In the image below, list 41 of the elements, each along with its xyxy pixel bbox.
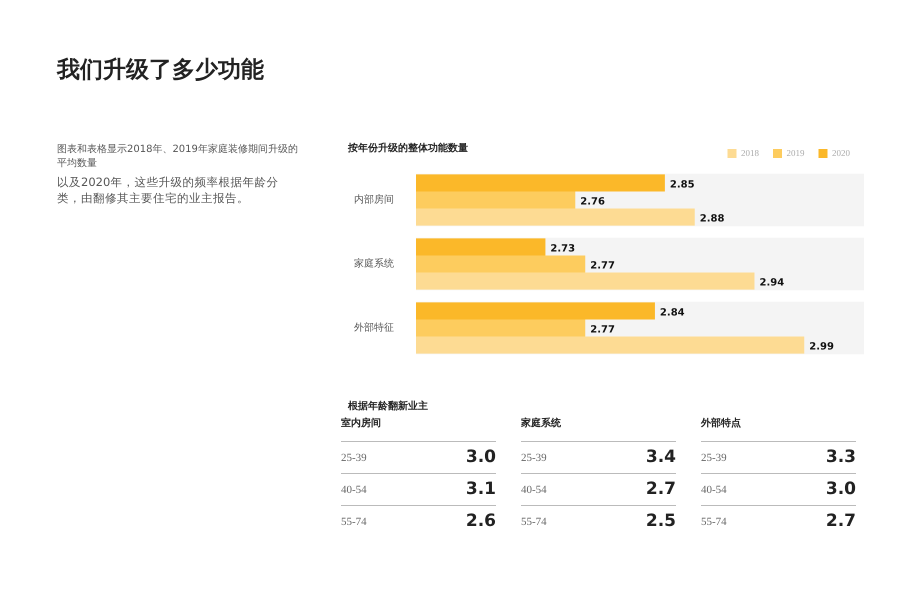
data-label: 2.77 bbox=[590, 260, 615, 272]
data-label: 2.84 bbox=[660, 308, 685, 319]
text: 根据年龄翻新业主 bbox=[348, 399, 428, 413]
text: 2.7 bbox=[826, 511, 856, 531]
category-label: 25-39 bbox=[341, 452, 367, 464]
text: 2.5 bbox=[646, 511, 676, 531]
data-label: 2.94 bbox=[759, 278, 784, 289]
text: 2.7 bbox=[646, 479, 676, 499]
text: 3.4 bbox=[646, 447, 676, 467]
category-label: 40-54 bbox=[701, 484, 727, 496]
data-label: 2.77 bbox=[590, 324, 615, 336]
y-tick-label: 外部特征 bbox=[354, 322, 394, 334]
data-label: 2.99 bbox=[809, 342, 834, 353]
legend-label: 2018 bbox=[741, 148, 760, 158]
text: 3.0 bbox=[466, 447, 496, 467]
data-label: 2.88 bbox=[700, 214, 724, 225]
text: 室内房间 bbox=[341, 416, 382, 431]
text: 图表和表格显示2018年、2019年家庭装修期间升级的平均数量 bbox=[57, 143, 299, 171]
legend-label: 2019 bbox=[786, 148, 805, 158]
text: 2.6 bbox=[466, 511, 496, 531]
text: 家庭系统 bbox=[521, 416, 562, 431]
chart-title: 按年份升级的整体功能数量 bbox=[348, 142, 468, 155]
category-label: 40-54 bbox=[341, 484, 367, 496]
category-label: 55-74 bbox=[521, 516, 547, 528]
category-label: 55-74 bbox=[701, 516, 727, 528]
text: 以及2020年，这些升级的频率根据年龄分类，由翻修其主要住宅的业主报告。 bbox=[57, 174, 280, 206]
text: 3.3 bbox=[826, 447, 856, 467]
category-label: 55-74 bbox=[341, 516, 367, 528]
data-label: 2.85 bbox=[670, 180, 695, 191]
text: 3.0 bbox=[826, 479, 856, 499]
category-label: 25-39 bbox=[701, 452, 727, 464]
data-label: 2.76 bbox=[580, 196, 606, 208]
text: 外部特点 bbox=[701, 416, 742, 431]
text: 我们升级了多少功能 bbox=[57, 56, 264, 85]
category-label: 40-54 bbox=[521, 484, 547, 496]
y-tick-label: 内部房间 bbox=[354, 194, 394, 206]
legend-label: 2020 bbox=[832, 148, 850, 158]
y-tick-label: 家庭系统 bbox=[354, 258, 394, 270]
data-label: 2.73 bbox=[550, 244, 576, 255]
text: 3.1 bbox=[466, 479, 496, 499]
category-label: 25-39 bbox=[521, 452, 547, 464]
